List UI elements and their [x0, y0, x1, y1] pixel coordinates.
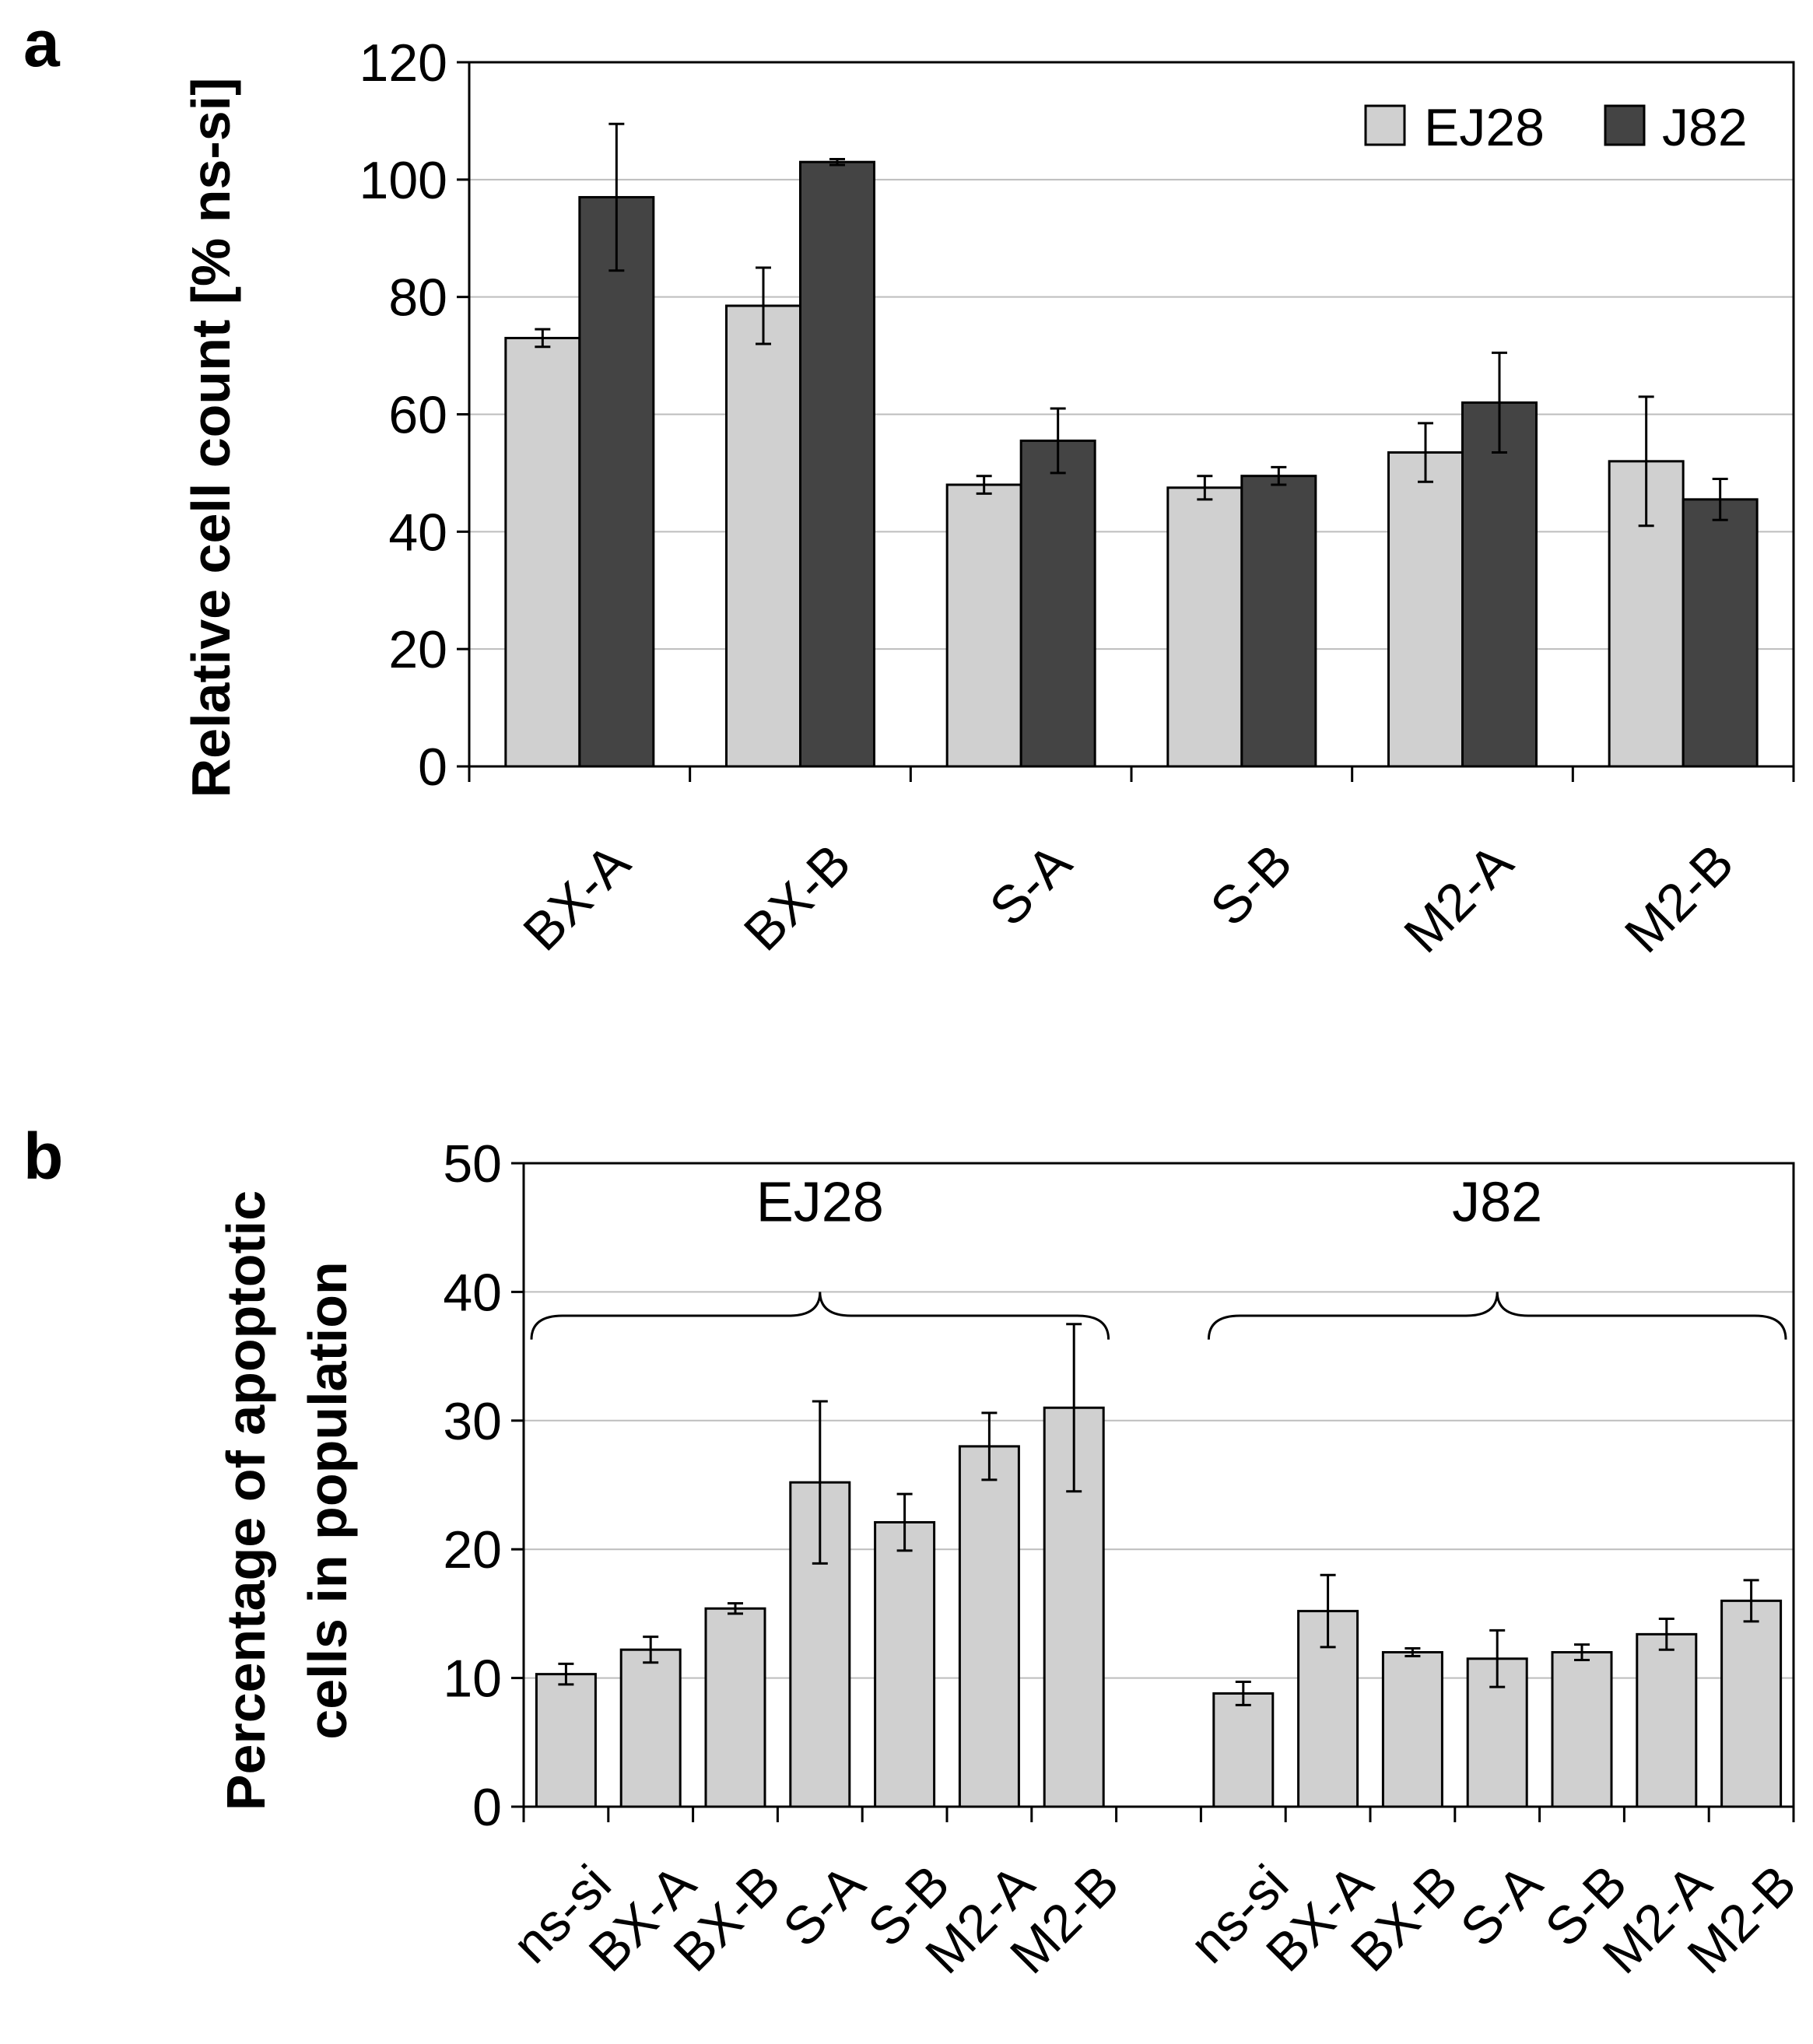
error-bar-ej28-s-b — [896, 1492, 913, 1552]
panel-b-plot-frame — [522, 1162, 1795, 1808]
error-bar-ej28-bx-b — [756, 266, 771, 345]
panel-b-y-axis-label-line-2: cells in population — [297, 1261, 358, 1739]
panel-a-category-labels: BX-A BX-B S-A S-B M2-A M2-B — [512, 833, 1745, 964]
error-bar-j82-bx-b — [1404, 1647, 1421, 1657]
panel-b-x-tick-marks — [522, 1807, 1795, 1822]
bar-ej28-m2-a — [1387, 451, 1464, 768]
bar-j82-s-a — [1019, 439, 1096, 768]
panel-b-y-tick-label: 20 — [443, 1520, 502, 1579]
panel-b-letter: b — [23, 1120, 63, 1193]
group-brace-j82 — [1207, 1292, 1787, 1340]
error-bar-j82-m2-a — [1658, 1618, 1674, 1651]
panel-a-y-tick-label: 120 — [359, 33, 447, 93]
panel-a-y-tick-labels: 0 20 40 60 80 100 120 — [359, 33, 447, 797]
bar-ej28-s-b — [1166, 486, 1243, 768]
bar-ej28-s-b — [874, 1520, 936, 1808]
legend-label-ej28: EJ28 — [1424, 98, 1545, 157]
error-bar-ej28-m2-b — [1638, 395, 1654, 528]
bar-ej28-bx-b — [725, 304, 801, 768]
error-bar-ej28-m2-a — [981, 1411, 998, 1481]
error-bar-ej28-s-a — [976, 475, 992, 495]
panel-b-y-tick-label: 50 — [443, 1134, 502, 1194]
error-bar-ej28-bx-b — [728, 1602, 743, 1615]
error-bar-j82-s-a — [1050, 407, 1066, 475]
panel-a-y-tick-label: 0 — [418, 738, 447, 797]
category-label-s-a: S-A — [979, 833, 1083, 937]
panel-a-error-bars — [535, 122, 1728, 528]
error-bar-ej28-ns-si — [558, 1662, 574, 1686]
category-label-m2-b: M2-B — [1614, 833, 1745, 965]
panel-a-y-tick-label: 20 — [388, 620, 447, 679]
error-bar-j82-ns-si — [1235, 1681, 1251, 1706]
bar-j82-m2-b — [1720, 1599, 1783, 1808]
panel-b-error-bars — [558, 1323, 1759, 1706]
panel-a: a 0 20 40 60 80 100 120 BX-A BX-B S-A S-B M2-A M2-B… — [23, 7, 1795, 964]
error-bar-j82-bx-a — [1320, 1573, 1336, 1649]
error-bar-j82-m2-b — [1712, 477, 1728, 521]
bar-j82-m2-a — [1461, 401, 1538, 768]
category-label-j82-s-a: S-A — [1450, 1853, 1554, 1958]
panel-a-y-tick-label: 40 — [388, 503, 447, 562]
legend-swatch-ej28 — [1364, 104, 1406, 146]
bar-ej28-bx-a — [619, 1648, 682, 1808]
error-bar-ej28-s-b — [1197, 475, 1213, 501]
panel-b-y-tick-labels: 0 10 20 30 40 50 — [443, 1134, 502, 1837]
legend-swatch-j82 — [1604, 104, 1646, 146]
error-bar-j82-s-a — [1489, 1629, 1506, 1688]
panel-b-y-tick-label: 40 — [443, 1263, 502, 1322]
panel-b-y-tick-label: 10 — [443, 1650, 502, 1709]
bar-j82-bx-b — [1381, 1651, 1443, 1808]
error-bar-j82-m2-a — [1492, 351, 1507, 454]
bar-ej28-m2-a — [958, 1445, 1020, 1808]
panel-a-x-tick-marks — [468, 766, 1795, 782]
legend-label-j82: J82 — [1662, 98, 1748, 157]
panel-b-bars — [535, 1406, 1783, 1808]
error-bar-ej28-bx-a — [643, 1636, 659, 1664]
error-bar-j82-bx-a — [608, 122, 625, 272]
category-label-ej28-s-a: S-A — [772, 1853, 876, 1958]
panel-a-y-tick-label: 80 — [388, 268, 447, 328]
error-bar-ej28-s-a — [812, 1400, 828, 1565]
panel-b: b 0 10 20 30 40 50 ns-siBX-ABX-BS-AS-BM2-AM2-… — [23, 1120, 1808, 1985]
bar-j82-ns-si — [1212, 1692, 1275, 1808]
bar-j82-bx-b — [799, 160, 875, 768]
category-label-s-b: S-B — [1199, 833, 1303, 938]
group-brace-ej28 — [530, 1292, 1110, 1340]
panel-a-legend[interactable]: EJ28 J82 — [1364, 98, 1748, 157]
panel-b-y-tick-label: 30 — [443, 1392, 502, 1451]
bar-j82-s-b — [1551, 1651, 1613, 1808]
error-bar-j82-bx-b — [829, 157, 845, 167]
error-bar-j82-s-b — [1271, 465, 1287, 486]
panel-a-letter: a — [23, 7, 61, 80]
category-label-bx-a: BX-A — [512, 833, 641, 962]
error-bar-j82-s-b — [1574, 1643, 1590, 1661]
bar-ej28-s-a — [945, 483, 1022, 768]
group-label-j82: J82 — [1452, 1171, 1542, 1233]
panel-b-y-axis-label-line-1: Percentage of apoptotic — [216, 1190, 276, 1811]
panel-a-y-tick-label: 100 — [359, 151, 447, 210]
category-label-m2-a: M2-A — [1393, 833, 1524, 964]
group-label-ej28: EJ28 — [756, 1171, 884, 1233]
panel-b-y-tick-label: 0 — [472, 1778, 502, 1837]
error-bar-ej28-bx-a — [535, 328, 551, 349]
panel-a-gridlines — [457, 61, 1794, 768]
bar-j82-s-b — [1240, 475, 1317, 768]
bar-j82-bx-a — [578, 195, 655, 768]
bar-j82-m2-a — [1636, 1632, 1698, 1808]
error-bar-j82-m2-b — [1743, 1579, 1759, 1623]
category-label-bx-b: BX-B — [733, 833, 862, 962]
bar-ej28-bx-b — [704, 1607, 766, 1808]
panel-a-bars — [504, 160, 1759, 768]
bar-ej28-ns-si — [535, 1673, 597, 1808]
bar-ej28-bx-a — [504, 336, 581, 768]
bar-j82-m2-b — [1681, 498, 1759, 768]
panel-a-y-axis-label: Relative cell count [% ns-si] — [181, 78, 241, 798]
panel-a-y-tick-label: 60 — [388, 386, 447, 445]
error-bar-ej28-m2-a — [1418, 422, 1433, 483]
error-bar-ej28-m2-b — [1066, 1323, 1082, 1493]
